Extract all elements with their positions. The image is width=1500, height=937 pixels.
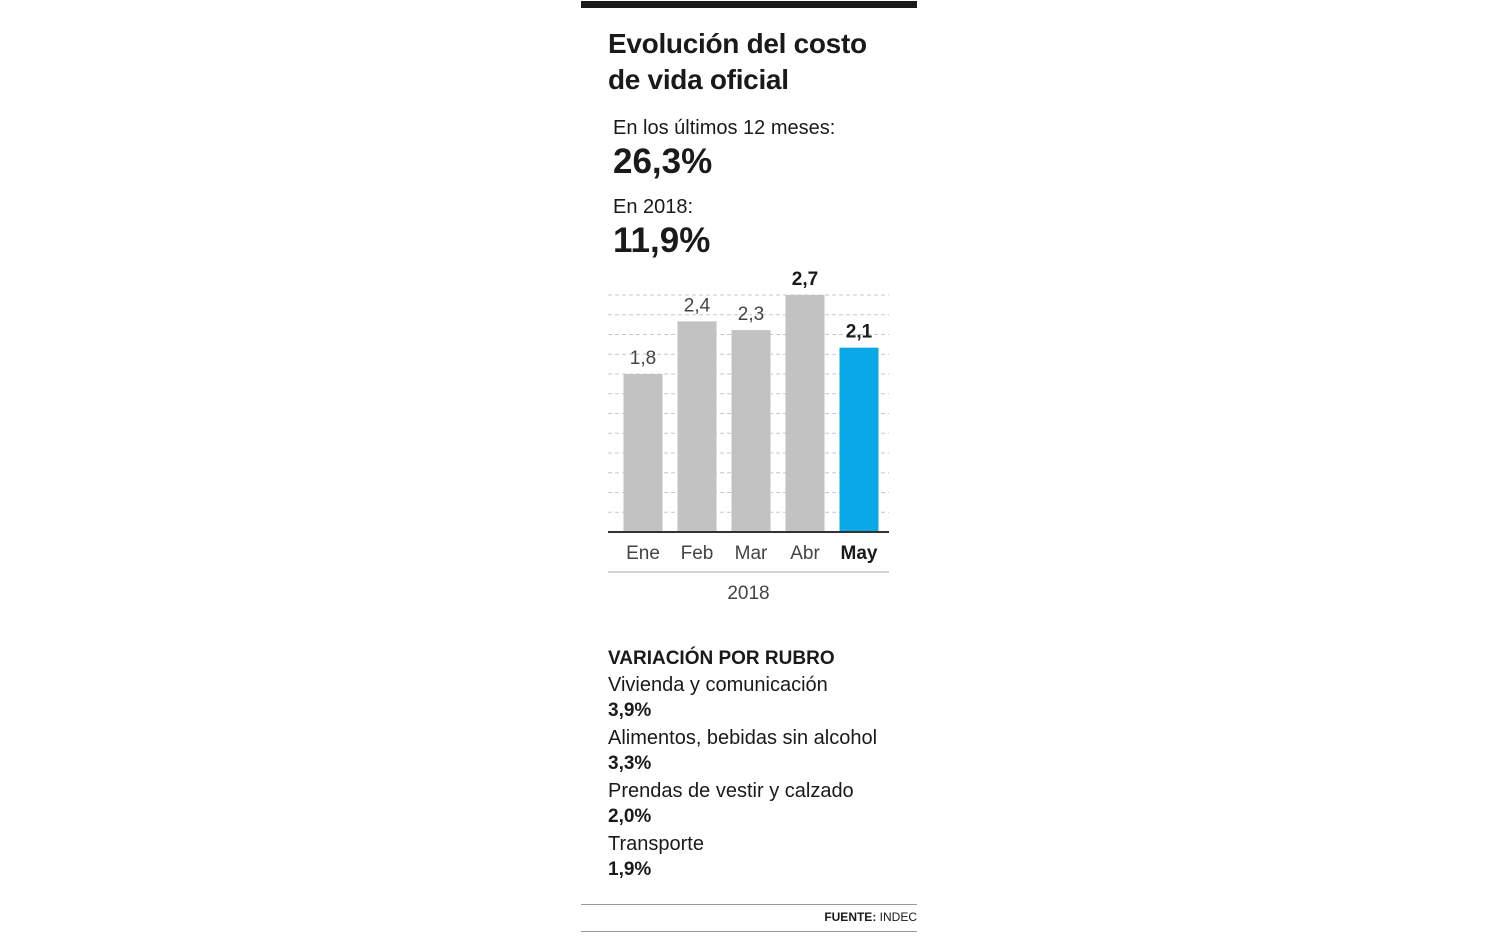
x-tick-label: Feb xyxy=(681,543,714,564)
bar-value-label: 2,4 xyxy=(684,295,711,316)
rubro-value: 3,3% xyxy=(608,753,652,774)
bar-abr xyxy=(785,295,825,532)
bar-value-label: 2,7 xyxy=(792,269,818,290)
rubro-section-title: VARIACIÓN POR RUBRO xyxy=(608,648,835,669)
source-value: INDEC xyxy=(879,910,917,924)
infographic: Evolución del costo de vida oficial En l… xyxy=(581,0,917,937)
x-tick-label: Ene xyxy=(626,543,660,564)
rubro-value: 3,9% xyxy=(608,700,652,721)
bar-value-label: 1,8 xyxy=(630,348,656,369)
x-tick-label: Abr xyxy=(790,543,820,564)
bottom-rule xyxy=(581,904,917,905)
x-axis-title: 2018 xyxy=(727,583,769,604)
title-line-1: Evolución del costo xyxy=(608,28,867,59)
rubro-value: 1,9% xyxy=(608,859,652,880)
last-12-months-label: En los últimos 12 meses: xyxy=(613,117,836,139)
bar-feb xyxy=(677,321,717,532)
chart-title: Evolución del costo de vida oficial xyxy=(608,26,908,98)
bar-may xyxy=(839,347,879,532)
rubro-label: Alimentos, bebidas sin alcohol xyxy=(608,727,878,749)
source-note: FUENTE: INDEC xyxy=(824,910,917,924)
bar-chart: 1,8 Ene 2,4 Feb 2,3 Mar 2,7 Abr 2,1 May 2018 xyxy=(608,269,889,604)
title-line-2: de vida oficial xyxy=(608,64,789,95)
rubro-label: Prendas de vestir y calzado xyxy=(608,780,854,802)
x-tick-label: May xyxy=(841,543,878,564)
rubro-label: Transporte xyxy=(608,833,704,855)
last-12-months-value: 26,3% xyxy=(613,142,713,181)
bar-ene xyxy=(623,374,663,532)
bar-mar xyxy=(731,330,771,532)
year-to-date-label: En 2018: xyxy=(613,196,694,218)
x-tick-label: Mar xyxy=(735,543,768,564)
source-label: FUENTE: xyxy=(824,910,877,924)
top-rule xyxy=(581,1,917,8)
bottom-rule-lower xyxy=(581,931,917,932)
rubro-value: 2,0% xyxy=(608,806,652,827)
year-to-date-value: 11,9% xyxy=(613,221,711,260)
bar-value-label: 2,3 xyxy=(738,304,764,325)
rubro-label: Vivienda y comunicación xyxy=(608,674,828,696)
bar-value-label: 2,1 xyxy=(846,322,873,343)
